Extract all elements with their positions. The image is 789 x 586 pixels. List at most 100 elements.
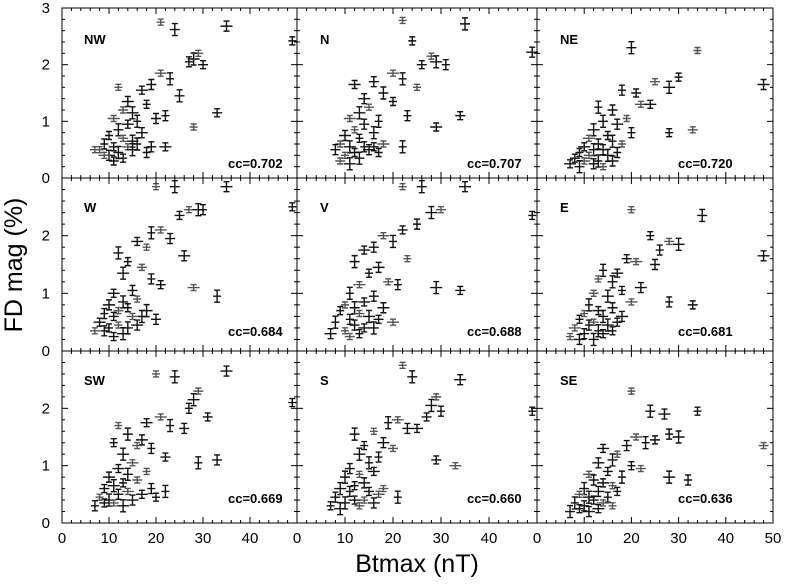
data-point (665, 428, 674, 440)
data-point (133, 137, 142, 151)
data-point (89, 145, 100, 154)
data-point (343, 140, 356, 154)
data-point (288, 397, 297, 408)
x-tick-label: 40 (481, 530, 498, 547)
data-point (174, 210, 185, 221)
data-point (198, 59, 208, 70)
data-point (388, 444, 398, 453)
data-point (402, 422, 413, 435)
data-point (416, 179, 427, 194)
panel-sw-marks (61, 350, 298, 524)
data-point (592, 457, 605, 469)
panel-e-tag: E (560, 200, 569, 215)
data-point (122, 427, 133, 441)
data-point (121, 487, 134, 496)
data-point (118, 134, 129, 143)
data-point (603, 491, 612, 503)
data-point (220, 365, 233, 377)
panel-sw: SW cc=0.669 (61, 350, 298, 524)
data-point (359, 118, 370, 130)
data-point (374, 114, 383, 129)
data-point (100, 138, 109, 150)
data-point (578, 142, 591, 152)
data-point (335, 140, 346, 148)
data-point (684, 474, 693, 486)
data-point (398, 72, 407, 86)
data-point (126, 134, 139, 148)
data-point (367, 497, 380, 509)
data-point (413, 83, 421, 92)
y-tick-label: 2 (42, 400, 50, 417)
data-point (324, 328, 337, 340)
panel-v-cc: cc=0.688 (467, 324, 522, 339)
data-point (389, 234, 397, 249)
data-point (363, 309, 375, 324)
data-point (611, 118, 624, 130)
panel-se-frame (536, 350, 774, 524)
data-point (608, 482, 617, 490)
data-point (107, 114, 120, 123)
data-point (187, 283, 200, 292)
data-point (105, 323, 113, 333)
data-point (592, 503, 605, 514)
data-point (368, 75, 379, 88)
panel-se-marks (536, 350, 774, 524)
data-point (398, 182, 407, 191)
data-point (119, 153, 128, 163)
data-point (90, 500, 99, 512)
data-point (383, 278, 394, 286)
data-point (100, 325, 109, 337)
data-point (384, 415, 393, 430)
panel-nw-marks (61, 7, 298, 179)
y-tick-label: 2 (42, 228, 50, 245)
data-point (132, 441, 143, 450)
data-point (114, 421, 123, 430)
data-point (108, 331, 119, 342)
panel-s-ticks (296, 350, 538, 524)
data-point (693, 46, 702, 55)
data-point (613, 146, 622, 159)
data-point (413, 218, 421, 230)
data-point (528, 406, 537, 416)
data-point (526, 46, 539, 58)
data-point (578, 157, 591, 165)
data-point (103, 299, 115, 311)
data-point (161, 109, 170, 122)
data-point (579, 481, 590, 496)
data-point (358, 477, 371, 489)
data-point (114, 83, 123, 92)
data-point (613, 486, 622, 497)
data-point (407, 370, 418, 384)
panel-s: S cc=0.660 (296, 350, 538, 524)
data-point (349, 254, 360, 269)
data-point (358, 92, 371, 105)
x-axis-title: Btmax (nT) (355, 550, 479, 578)
data-point (687, 300, 698, 310)
data-point (368, 321, 379, 335)
data-point (131, 236, 144, 247)
data-point (437, 405, 445, 417)
data-point (582, 470, 595, 478)
data-point (166, 72, 175, 86)
data-point (369, 427, 378, 435)
data-point (579, 500, 590, 512)
data-point (108, 142, 119, 152)
data-point (584, 319, 593, 331)
data-point (650, 435, 660, 445)
data-point (354, 151, 365, 165)
data-point (212, 108, 223, 118)
data-point (588, 318, 599, 326)
data-point (564, 159, 577, 169)
data-point (459, 180, 471, 193)
data-point (166, 418, 175, 433)
data-point (575, 314, 584, 324)
data-point (341, 301, 349, 309)
data-point (178, 250, 191, 262)
data-point (588, 332, 599, 347)
data-point (672, 430, 685, 444)
panel-sw-cc: cc=0.669 (228, 491, 283, 506)
data-point (431, 455, 442, 465)
data-point (99, 483, 110, 494)
data-point (460, 17, 470, 31)
